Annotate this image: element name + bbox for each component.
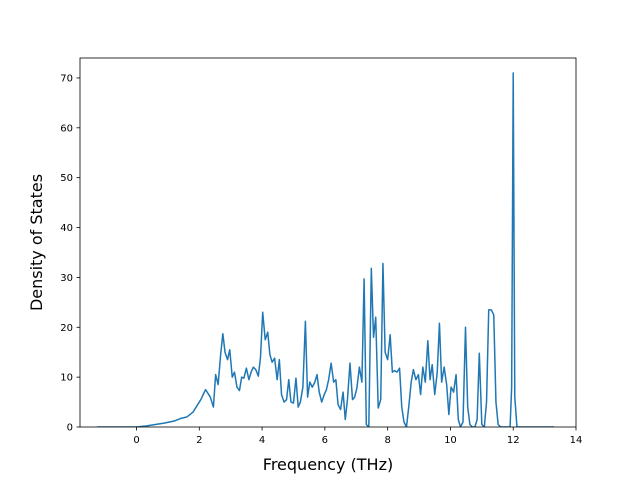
series-layer — [97, 72, 555, 427]
y-tick-label: 10 — [60, 373, 73, 384]
y-tick-label: 60 — [60, 123, 73, 134]
x-tick-label: 8 — [384, 435, 390, 446]
x-tick-label: 6 — [322, 435, 328, 446]
x-tick-label: 12 — [507, 435, 520, 446]
plot-area-frame — [79, 57, 577, 428]
x-tick-label: 2 — [196, 435, 202, 446]
y-tick-label: 0 — [67, 423, 73, 434]
x-axis-label: Frequency (THz) — [263, 455, 393, 474]
series-line-0 — [97, 72, 555, 427]
y-tick-label: 30 — [60, 273, 73, 284]
x-tick-label: 0 — [133, 435, 139, 446]
y-tick-label: 20 — [60, 323, 73, 334]
y-axis-label: Density of States — [27, 174, 46, 311]
y-tick-label: 50 — [60, 173, 73, 184]
x-tick-label: 10 — [444, 435, 457, 446]
ticks-layer: 0 2 4 6 8 10 12 14 0 10 20 30 40 50 60 70 — [60, 73, 582, 446]
x-tick-label: 14 — [570, 435, 583, 446]
plot-area-background — [80, 58, 576, 427]
y-tick-label: 40 — [60, 223, 73, 234]
y-tick-label: 70 — [60, 73, 73, 84]
x-tick-label: 4 — [259, 435, 265, 446]
